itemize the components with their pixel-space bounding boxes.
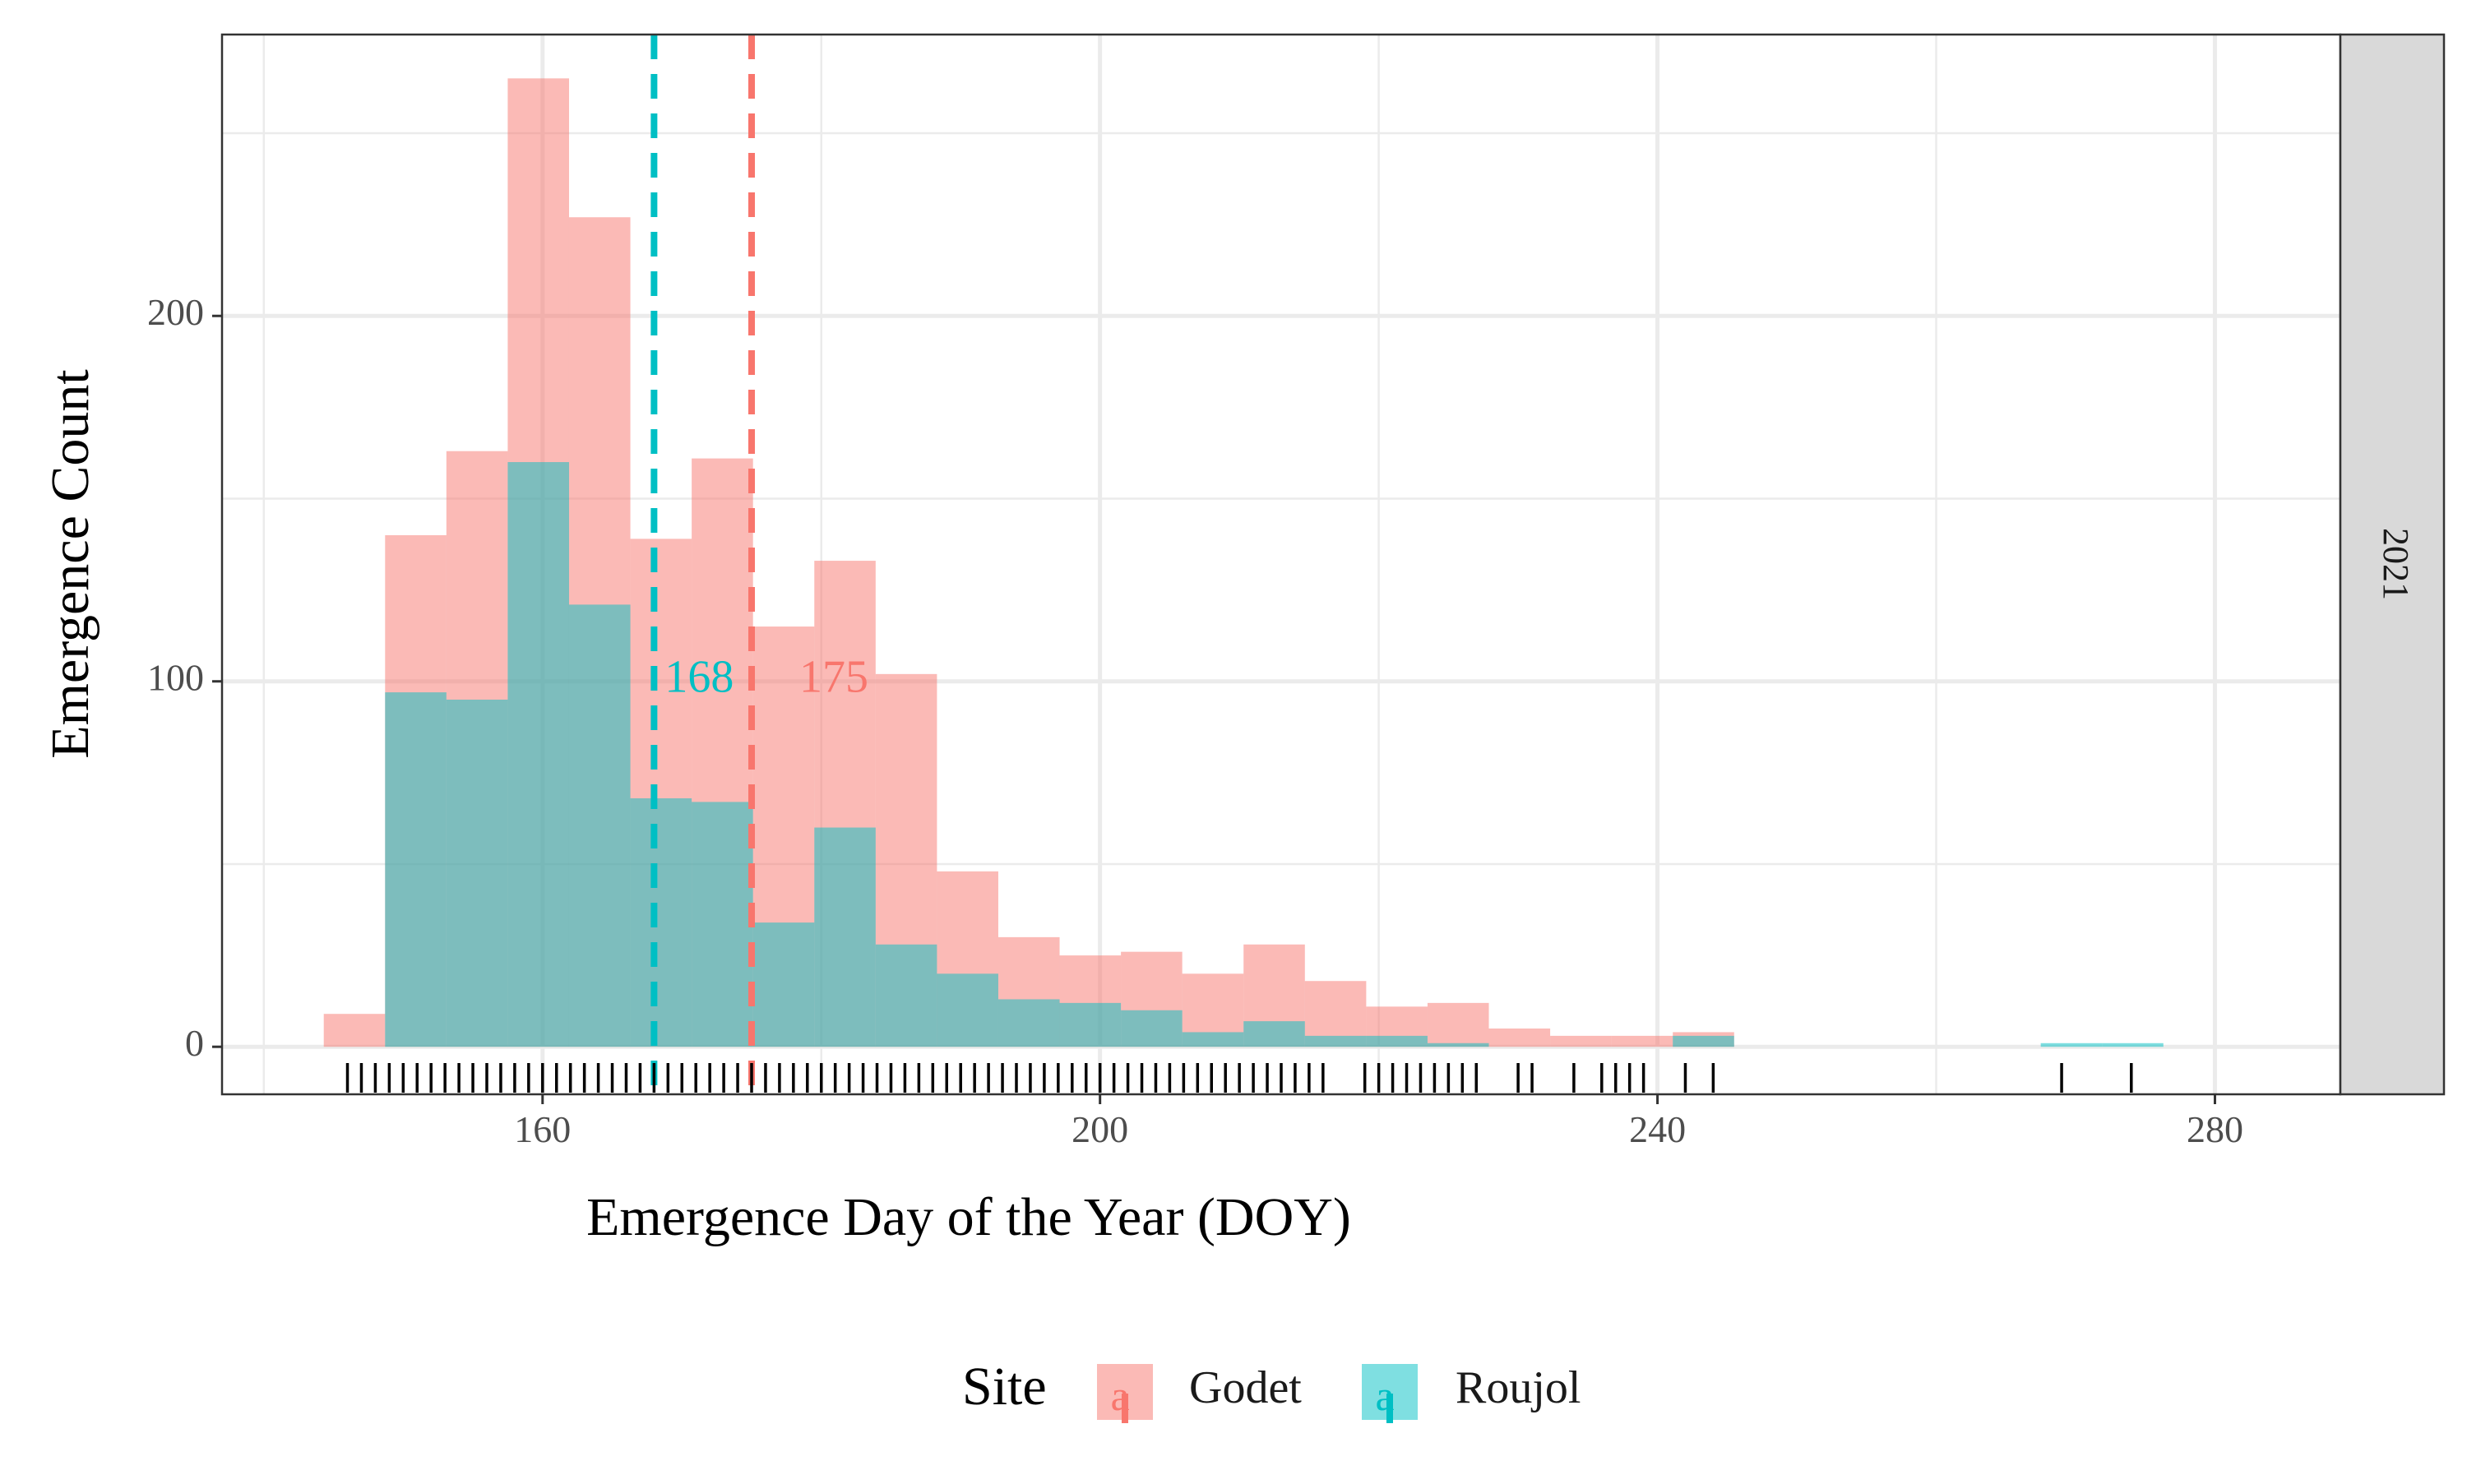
histogram-bar-roujol: [752, 922, 815, 1047]
histogram-bar-roujol: [997, 999, 1060, 1047]
histogram-bar-roujol: [1121, 1010, 1183, 1047]
x-tick-label: 280: [2187, 1108, 2243, 1150]
histogram-bar-roujol: [1673, 1035, 1734, 1047]
y-axis-title: Emergence Count: [40, 369, 100, 758]
legend-title: Site: [962, 1357, 1047, 1417]
histogram-bar-roujol: [507, 462, 569, 1047]
histogram-bar-roujol: [1243, 1021, 1305, 1047]
histogram-bar-godet: [1550, 1035, 1612, 1047]
histogram-bar-roujol: [1182, 1032, 1244, 1047]
mean-label-roujol: 168: [664, 652, 734, 703]
x-tick-label: 200: [1072, 1108, 1128, 1150]
x-tick-label: 160: [514, 1108, 571, 1150]
histogram-bar-roujol: [814, 827, 876, 1047]
histogram-bar-roujol: [1304, 1035, 1367, 1047]
y-tick-label: 0: [185, 1022, 204, 1064]
histogram-bar-roujol: [630, 797, 692, 1047]
histogram-bar-roujol: [1427, 1042, 1489, 1047]
x-axis-title: Emergence Day of the Year (DOY): [586, 1187, 1351, 1247]
histogram-bar-godet: [1611, 1035, 1673, 1047]
histogram-bar-godet: [1427, 1002, 1489, 1047]
legend-label-roujol: Roujol: [1456, 1362, 1581, 1413]
y-tick-label: 200: [147, 291, 204, 333]
histogram-bar-roujol: [1366, 1035, 1428, 1047]
histogram-bar-roujol: [385, 692, 447, 1047]
rug-marks: [345, 1063, 2133, 1093]
mean-label-godet: 175: [799, 652, 868, 703]
histogram-bars: [323, 78, 2164, 1047]
legend-label-godet: Godet: [1189, 1362, 1302, 1413]
histogram-bar-godet: [323, 1014, 386, 1047]
y-tick-label: 100: [147, 656, 204, 698]
facet-strip-label: 2021: [2376, 528, 2416, 600]
histogram-bar-roujol: [1059, 1002, 1122, 1047]
histogram-bar-roujol: [875, 944, 937, 1047]
legend: Site a Godet a Roujol: [962, 1357, 1581, 1423]
histogram-bar-roujol: [2040, 1042, 2103, 1047]
histogram-bar-roujol: [692, 802, 753, 1047]
histogram-bar-roujol: [568, 604, 631, 1047]
facet-strip: [2339, 33, 2446, 1096]
histogram-bar-godet: [1488, 1028, 1551, 1047]
x-tick-label: 240: [1629, 1108, 1686, 1150]
histogram-bar-roujol: [2102, 1042, 2164, 1047]
histogram-bar-roujol: [937, 973, 998, 1047]
histogram-bar-roujol: [446, 699, 508, 1047]
axes: 160 200 240 280 0 100 200: [147, 291, 2243, 1150]
reference-lines: 168 175: [650, 35, 868, 1094]
